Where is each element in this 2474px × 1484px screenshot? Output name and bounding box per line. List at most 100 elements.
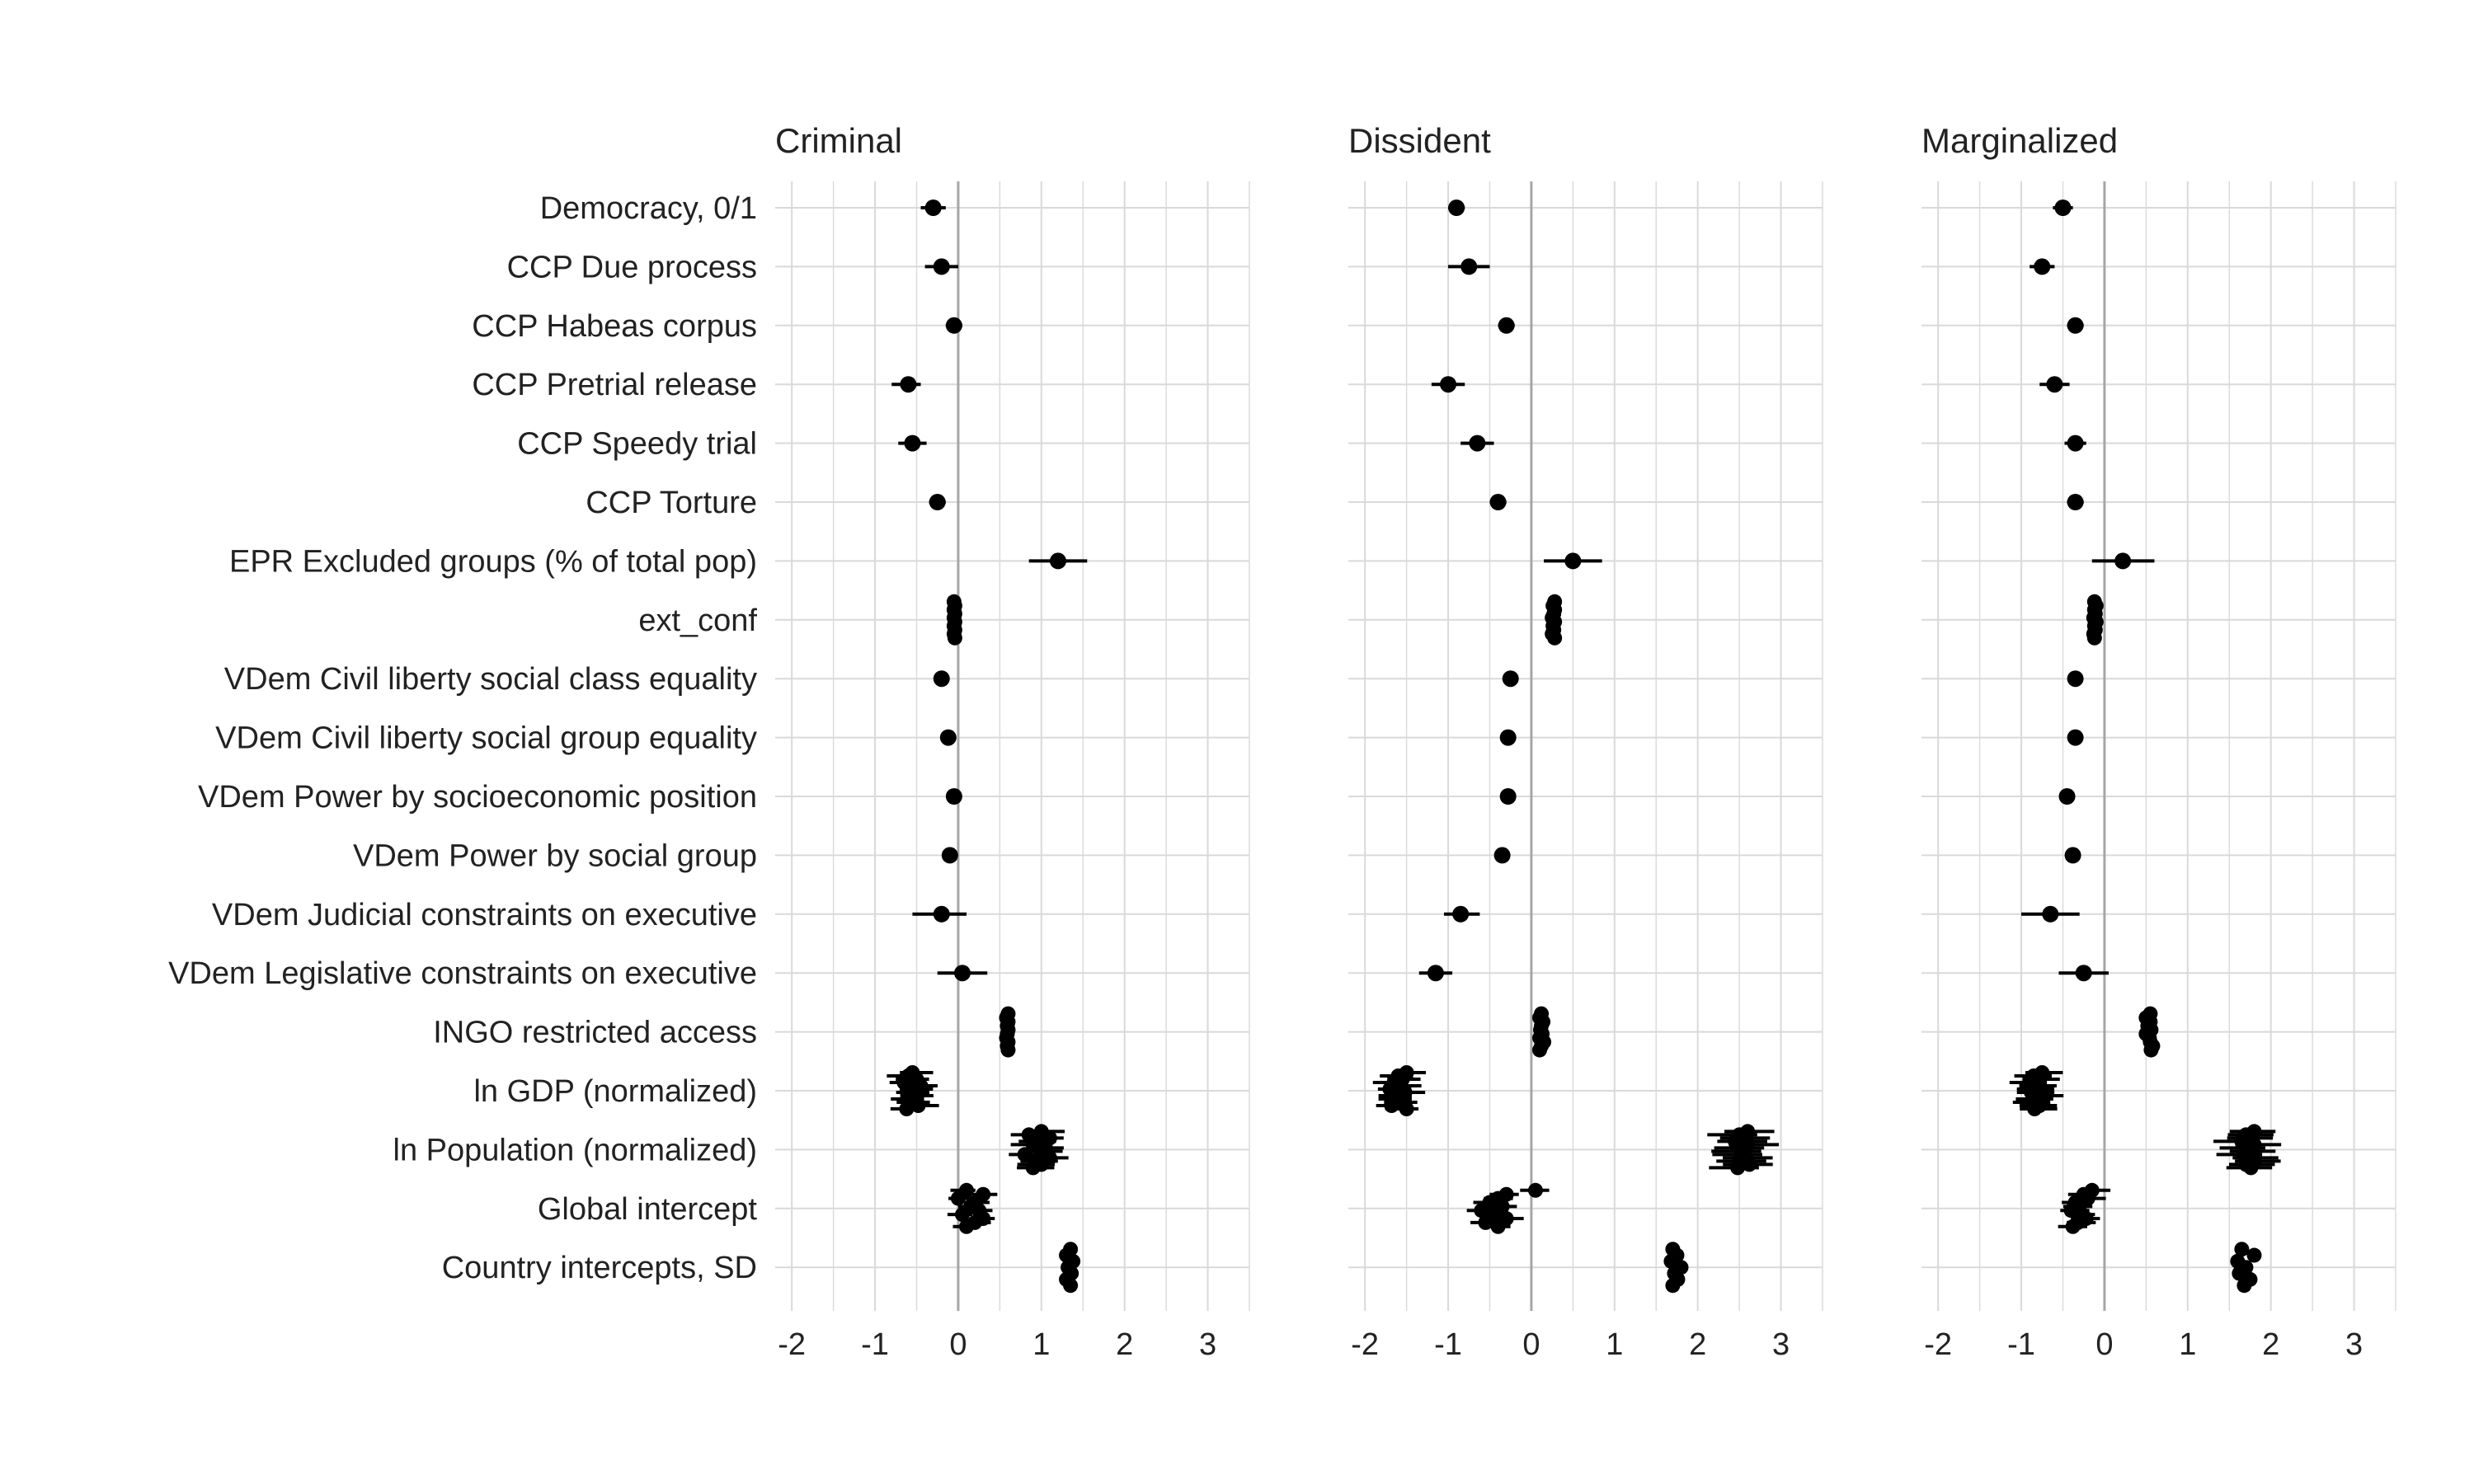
point-estimate bbox=[899, 1101, 915, 1116]
point-estimate bbox=[904, 434, 921, 452]
x-tick-label: 3 bbox=[1772, 1327, 1790, 1362]
point-estimate bbox=[1469, 434, 1486, 452]
point-estimate bbox=[1527, 1182, 1543, 1198]
point-estimate bbox=[1452, 905, 1470, 923]
point-estimate bbox=[2034, 258, 2051, 275]
variable-label: VDem Legislative constraints on executiv… bbox=[168, 956, 757, 991]
x-tick-label: 2 bbox=[1116, 1327, 1133, 1362]
point-estimate bbox=[953, 965, 971, 982]
point-estimate bbox=[2243, 1160, 2259, 1176]
point-estimate bbox=[959, 1219, 975, 1234]
variable-label: VDem Power by socioeconomic position bbox=[198, 780, 757, 815]
point-estimate bbox=[2064, 847, 2081, 864]
panel-criminal: Criminal -2 -1 0 1 2 3 bbox=[775, 121, 1250, 1362]
point-estimate bbox=[945, 317, 962, 334]
point-estimate bbox=[2067, 729, 2084, 746]
point-estimate bbox=[1017, 1147, 1032, 1162]
point-estimate bbox=[1547, 630, 1563, 646]
point-estimate bbox=[1489, 494, 1507, 510]
point-estimate bbox=[2058, 788, 2076, 805]
variable-label: Global intercept bbox=[538, 1192, 758, 1227]
variable-label: Country intercepts, SD bbox=[442, 1251, 757, 1285]
point-estimate bbox=[2067, 434, 2084, 452]
point-estimate bbox=[1063, 1278, 1079, 1294]
point-estimate bbox=[900, 376, 917, 393]
variable-label: CCP Torture bbox=[586, 486, 757, 520]
point-estimate bbox=[2046, 376, 2063, 393]
variable-label: VDem Civil liberty social class equality bbox=[224, 662, 757, 697]
point-estimate bbox=[933, 670, 950, 688]
point-estimate bbox=[2065, 1219, 2081, 1234]
point-estimate bbox=[1427, 965, 1444, 982]
point-estimate bbox=[1502, 670, 1519, 688]
x-tick-label: 2 bbox=[2262, 1327, 2279, 1362]
point-estimate bbox=[1498, 317, 1515, 334]
x-tick-label: -2 bbox=[1351, 1327, 1379, 1362]
point-estimate bbox=[2042, 905, 2059, 923]
point-estimate bbox=[2067, 670, 2084, 688]
point-estimate bbox=[2086, 630, 2102, 646]
point-estimate bbox=[2232, 1266, 2247, 1281]
point-estimate bbox=[2075, 965, 2092, 982]
point-estimate bbox=[939, 729, 957, 746]
x-tick-label: -1 bbox=[1434, 1327, 1462, 1362]
point-estimate bbox=[1460, 258, 1478, 275]
point-estimate bbox=[1448, 200, 1465, 216]
point-estimate bbox=[1532, 1042, 1548, 1058]
point-estimate bbox=[1499, 729, 1517, 746]
x-tick-label: 0 bbox=[949, 1327, 967, 1362]
panel-marginalized: Marginalized -2 -1 0 1 2 3 bbox=[1921, 121, 2396, 1362]
variable-label: ext_conf bbox=[638, 603, 757, 638]
point-estimate bbox=[933, 905, 950, 923]
x-tick-label: 0 bbox=[1522, 1327, 1540, 1362]
point-estimate bbox=[1665, 1278, 1681, 1294]
point-estimate bbox=[947, 630, 962, 646]
x-tick-label: -2 bbox=[778, 1327, 806, 1362]
point-estimate bbox=[1000, 1042, 1016, 1058]
point-estimate bbox=[924, 200, 942, 216]
x-tick-label: -1 bbox=[2007, 1327, 2035, 1362]
x-tick-label: 1 bbox=[2179, 1327, 2196, 1362]
point-estimate bbox=[1399, 1101, 1414, 1116]
variable-label: ln Population (normalized) bbox=[393, 1133, 757, 1167]
point-estimate bbox=[950, 1190, 966, 1206]
panel-title: Criminal bbox=[775, 121, 902, 160]
point-estimate bbox=[1499, 788, 1517, 805]
x-tick-label: -2 bbox=[1924, 1327, 1952, 1362]
variable-labels: Democracy, 0/1 CCP Due process CCP Habeas … bbox=[168, 191, 757, 1285]
variable-label: CCP Habeas corpus bbox=[472, 309, 757, 344]
point-estimate bbox=[2114, 552, 2132, 570]
variable-label: CCP Pretrial release bbox=[472, 368, 757, 402]
variable-label: CCP Speedy trial bbox=[517, 427, 757, 462]
x-tick-label: 3 bbox=[2345, 1327, 2363, 1362]
point-estimate bbox=[1490, 1219, 1506, 1234]
point-estimate bbox=[1025, 1160, 1041, 1176]
point-estimate bbox=[933, 258, 950, 275]
x-tick-label: 1 bbox=[1032, 1327, 1050, 1362]
point-estimate bbox=[2143, 1042, 2159, 1058]
point-estimate bbox=[1493, 847, 1511, 864]
point-estimate bbox=[1384, 1098, 1399, 1113]
variable-label: VDem Civil liberty social group equality bbox=[215, 721, 757, 756]
point-estimate bbox=[2246, 1247, 2262, 1263]
x-tick-label: 0 bbox=[2095, 1327, 2113, 1362]
variable-label: ln GDP (normalized) bbox=[473, 1074, 757, 1109]
variable-label: VDem Judicial constraints on executive bbox=[212, 898, 757, 932]
x-tick-label: 1 bbox=[1606, 1327, 1623, 1362]
panel-title: Dissident bbox=[1348, 121, 1491, 160]
variable-label: INGO restricted access bbox=[433, 1016, 757, 1050]
point-estimate bbox=[929, 494, 946, 510]
variable-label: Democracy, 0/1 bbox=[540, 191, 757, 226]
variable-label: EPR Excluded groups (% of total pop) bbox=[229, 544, 757, 579]
point-estimate bbox=[1730, 1160, 1746, 1176]
point-estimate bbox=[945, 788, 962, 805]
variable-label: VDem Power by social group bbox=[353, 838, 757, 873]
x-tick-label: 3 bbox=[1199, 1327, 1216, 1362]
point-estimate bbox=[1440, 376, 1457, 393]
x-tick-label: 2 bbox=[1689, 1327, 1706, 1362]
point-estimate bbox=[954, 1207, 970, 1223]
point-estimate bbox=[2234, 1242, 2250, 1257]
x-tick-label: -1 bbox=[861, 1327, 889, 1362]
